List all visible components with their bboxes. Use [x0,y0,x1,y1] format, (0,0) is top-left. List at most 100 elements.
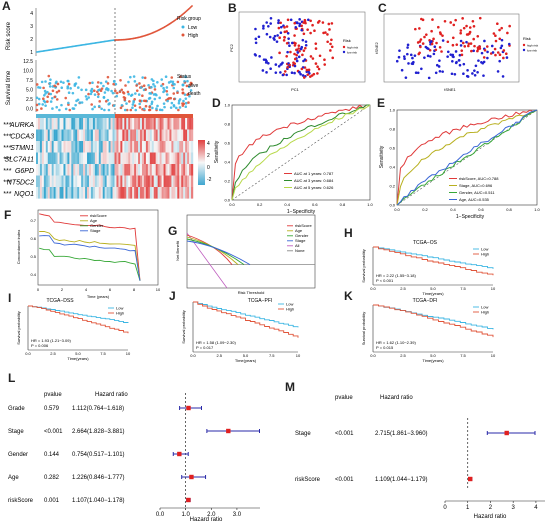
heatmap-cell [47,118,50,130]
pca-point-low [274,63,278,66]
heatmap-cell [116,164,119,176]
surv-point [125,108,129,112]
heatmap-cell [138,164,141,176]
pca-point-high [283,70,287,73]
heatmap-cell [51,118,54,130]
surv-point [134,92,137,95]
surv-point [175,106,178,110]
legend-label: High [116,311,124,316]
heatmap-cell [153,141,156,153]
tsne-point-low [403,57,406,61]
heatmap-cell [114,152,117,165]
surv-point [96,81,100,84]
heatmap-cell [124,141,127,153]
heatmap-cell [189,187,192,199]
tsne-point-low [395,59,399,63]
heatmap-cell [171,129,174,142]
heatmap-cell [77,175,80,188]
heatmap-cell [75,164,78,176]
legend-label: Stage [295,238,306,243]
roc-curve [231,104,371,201]
heatmap-cell [85,164,88,176]
heatmap-cell [37,118,41,130]
hr-point [186,405,191,411]
tsne-point-high [471,19,475,23]
heatmap-cell [165,129,168,142]
heatmap-cell [90,118,94,130]
surv-point [134,108,138,112]
heatmap-cell [173,152,176,165]
tsne-point-low [500,38,504,42]
heatmap-cell [126,164,129,176]
heatmap-cell [116,118,119,130]
pca-point-high [278,36,281,40]
roc-time-curves [231,104,371,201]
heatmap-cell [88,164,92,176]
heatmap-cell [39,175,43,188]
surv-point [98,100,101,103]
label-b: B [228,1,237,15]
surv-point [46,100,49,103]
heatmap-cell [189,141,192,153]
pca-point-high [307,68,311,72]
risk-score-curve [36,5,193,53]
pca-point-low [293,71,296,75]
heatmap-cell [161,129,164,142]
heatmap-cell [136,175,139,188]
heatmap-cell [75,129,78,142]
heatmap-cell [57,152,60,165]
x-tick: 1 [466,505,470,511]
surv-point [172,92,176,95]
heatmap-cell [51,164,54,176]
heatmap-cell [96,187,99,199]
label-l: L [8,371,15,385]
tsne-point-low [416,71,420,75]
y-tick: 0.6 [389,146,395,151]
pca-point-low [272,36,275,40]
heatmap-cell [191,152,194,165]
label-c: C [378,1,387,15]
surv-point [60,86,64,89]
tsne-point-low [462,62,466,66]
pca-point-low [274,71,278,74]
surv-point [176,91,179,95]
heatmap-cell [163,187,166,199]
heatmap-cell [183,118,186,130]
surv-point [165,93,169,96]
surv-point [178,106,182,109]
heatmap-cell [153,175,156,188]
tsne-point-low [505,56,509,59]
pca-point-low [298,24,301,28]
heatmap-cell [153,118,156,130]
heatmap-cell [149,129,152,142]
pca-point-high [282,39,286,42]
tsne-point-high [476,49,479,53]
colorbar-ticks: 4 2 0 -2 [207,141,212,183]
pca-point-high [317,67,321,71]
surv-point [137,93,141,96]
heatmap-cell [85,118,88,130]
surv-point [160,78,164,81]
surv-point [132,100,135,104]
heatmap-cell [102,129,105,142]
heatmap-cell [108,129,111,142]
heatmap-cell [45,187,48,199]
panel-c: C tSNE1 tSNE2 Risk high risk low risk [370,0,550,95]
heatmap-cell [112,129,115,142]
pca-point-high [311,57,315,60]
heatmap-cell [189,152,192,165]
heatmap-cell [175,118,178,130]
x-tick: 0.8 [506,207,512,212]
heatmap-cell [171,187,174,199]
surv-point [181,88,184,91]
heatmap-cell [110,187,113,199]
heatmap-cell [122,141,125,153]
heatmap-cell [47,175,50,188]
pca-point-high [302,32,306,36]
heatmap-cell [140,129,143,142]
heatmap-cell [108,187,111,199]
heatmap-cell [120,152,123,165]
heatmap-cell [110,141,113,153]
heatmap-cell [104,152,107,165]
heatmap-cell [112,118,115,130]
